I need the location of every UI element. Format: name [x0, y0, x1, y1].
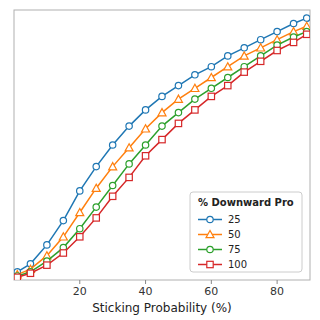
- point: [93, 204, 99, 210]
- point: [60, 250, 66, 256]
- point: [158, 109, 166, 116]
- point: [257, 37, 263, 43]
- point: [241, 45, 247, 51]
- point: [208, 93, 214, 99]
- series: [14, 22, 310, 278]
- point: [60, 217, 66, 223]
- chart: 20 40 60 80 Sticking Probability (%) % Downwa…: [0, 0, 320, 320]
- point: [142, 125, 150, 132]
- series-line: [17, 34, 306, 277]
- point: [224, 63, 232, 70]
- point: [192, 107, 198, 113]
- point: [125, 144, 133, 151]
- series: [14, 28, 310, 279]
- point: [109, 163, 117, 170]
- point: [192, 72, 198, 78]
- point: [142, 107, 148, 113]
- x-tick: [277, 280, 278, 284]
- point: [191, 84, 199, 91]
- x-tick: [79, 280, 80, 284]
- point: [93, 163, 99, 169]
- legend-title: % Downward Pro: [198, 197, 294, 208]
- legend-label: 75: [228, 244, 241, 255]
- point: [14, 274, 20, 280]
- point: [59, 233, 67, 240]
- legend-box: [190, 192, 302, 272]
- series: [14, 31, 310, 280]
- point: [27, 270, 33, 276]
- point: [241, 69, 247, 75]
- x-tick: [211, 280, 212, 284]
- point: [92, 184, 100, 191]
- point: [290, 39, 296, 45]
- series-line: [17, 32, 306, 276]
- point: [142, 153, 148, 159]
- point: [175, 109, 181, 115]
- x-tick: [145, 280, 146, 284]
- point: [175, 120, 181, 126]
- point: [126, 123, 132, 129]
- x-axis-label: Sticking Probability (%): [92, 301, 232, 315]
- point: [77, 234, 83, 240]
- point: [207, 74, 215, 81]
- point: [290, 20, 296, 26]
- series: [14, 15, 310, 275]
- legend-label: 50: [228, 229, 241, 240]
- plot-frame: [14, 10, 310, 280]
- x-axis: 20 40 60 80: [73, 280, 284, 298]
- legend-marker: [207, 216, 213, 222]
- point: [44, 262, 50, 268]
- data: [14, 15, 310, 280]
- point: [159, 93, 165, 99]
- point: [257, 58, 263, 64]
- legend-label: 25: [228, 214, 241, 225]
- legend-marker: [207, 246, 213, 252]
- point: [93, 215, 99, 221]
- point: [208, 85, 214, 91]
- point: [208, 63, 214, 69]
- point: [109, 182, 115, 188]
- point: [76, 209, 84, 216]
- point: [304, 15, 310, 21]
- point: [77, 188, 83, 194]
- point: [225, 82, 231, 88]
- series-line: [17, 18, 306, 272]
- point: [77, 226, 83, 232]
- legend-label: 100: [228, 259, 247, 270]
- point: [142, 142, 148, 148]
- point: [109, 142, 115, 148]
- x-tick-label: 40: [139, 285, 153, 298]
- x-tick-label: 80: [270, 285, 284, 298]
- legend-marker: [207, 261, 213, 267]
- point: [159, 136, 165, 142]
- point: [304, 31, 310, 37]
- point: [126, 174, 132, 180]
- point: [175, 82, 181, 88]
- point: [192, 96, 198, 102]
- point: [274, 47, 280, 53]
- x-tick-label: 60: [204, 285, 218, 298]
- point: [174, 95, 182, 102]
- x-tick-label: 20: [73, 285, 87, 298]
- point: [159, 123, 165, 129]
- point: [225, 53, 231, 59]
- point: [126, 161, 132, 167]
- point: [225, 74, 231, 80]
- point: [240, 52, 248, 59]
- point: [44, 242, 50, 248]
- legend: % Downward Pro 25 50 75 100: [190, 192, 302, 272]
- point: [257, 44, 265, 51]
- legend-marker: [206, 231, 214, 238]
- point: [274, 28, 280, 34]
- point: [109, 193, 115, 199]
- series-line: [17, 26, 306, 274]
